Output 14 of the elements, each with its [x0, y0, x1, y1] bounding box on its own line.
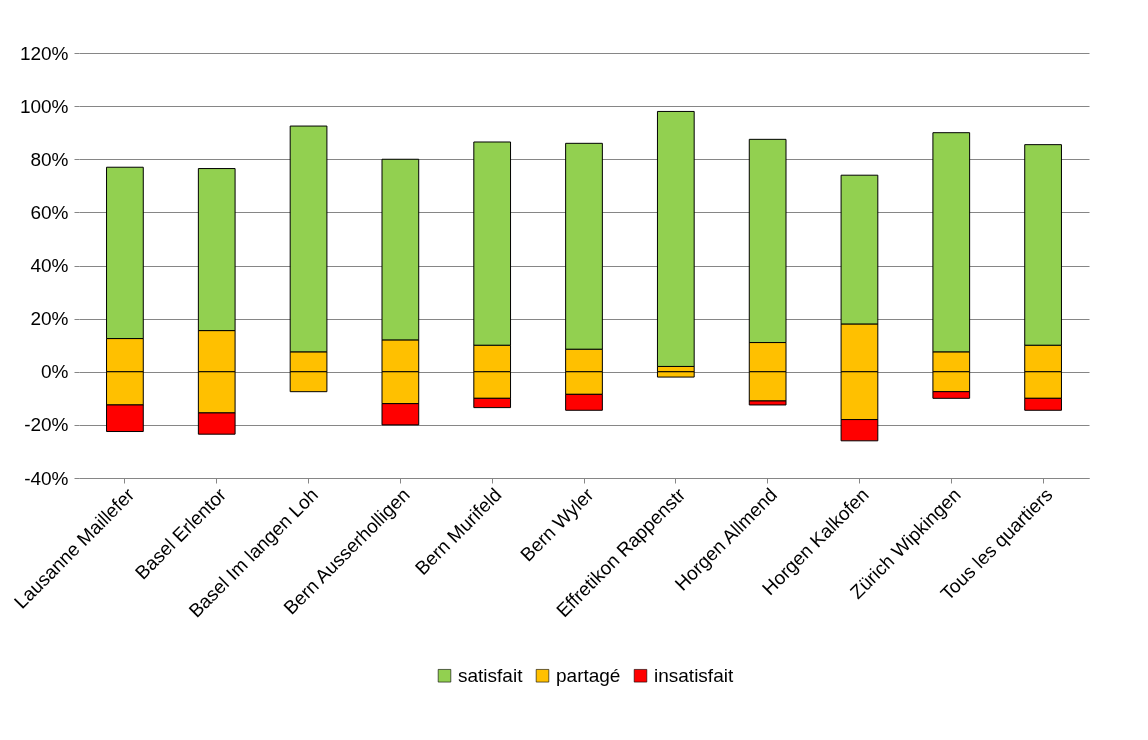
y-tick-label: 100% — [19, 95, 69, 117]
bar — [656, 371, 695, 378]
y-tick-label: 40% — [30, 255, 69, 276]
legend-label: insatisfait — [654, 664, 734, 686]
y-tick-label: 120% — [19, 42, 69, 64]
y-tick-label: 20% — [30, 308, 69, 330]
y-tick-label: 0% — [41, 361, 69, 383]
y-tick-label: -20% — [24, 414, 69, 436]
legend-label: satisfait — [458, 664, 524, 686]
y-tick-label: 60% — [30, 201, 69, 223]
y-tick-label: -40% — [24, 467, 69, 489]
bar — [656, 110, 695, 367]
y-tick-label: 80% — [30, 148, 69, 170]
legend-label: partagé — [556, 664, 621, 686]
